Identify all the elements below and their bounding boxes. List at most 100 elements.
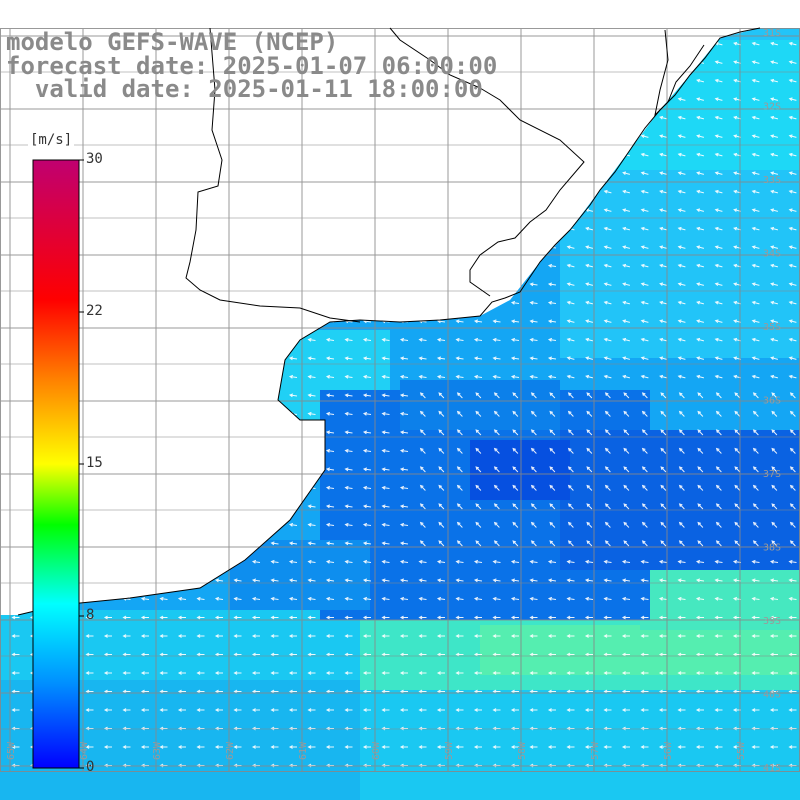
wind-arrow [584,745,593,749]
wind-arrow [270,152,279,157]
wind-arrow [549,392,556,399]
wind-arrow [640,671,649,675]
wind-arrow [677,152,686,157]
wind-arrow [177,189,187,194]
wind-arrow [530,521,537,528]
wind-arrow [788,689,797,694]
wind-arrow [769,745,778,749]
wind-arrow [381,430,390,435]
wind-arrow [567,540,574,547]
wind-arrow [473,578,483,583]
wind-arrow [547,300,557,305]
wind-arrow [288,708,297,712]
wind-arrow [510,152,520,157]
wind-arrow [270,467,279,472]
wind-arrow [641,447,648,454]
wind-arrow [362,430,372,435]
wind-arrow [456,503,463,510]
wind-arrow [456,447,463,454]
wind-arrow [788,60,797,65]
wind-arrow [621,671,630,675]
wind-arrow [715,540,722,547]
wind-arrow [196,467,205,472]
wind-arrow [307,152,316,157]
wind-arrow [603,671,612,675]
wind-arrow [251,522,261,527]
wind-arrow [770,189,779,194]
wind-arrow [122,115,131,120]
wind-arrow [140,337,150,342]
wind-arrow [11,559,20,564]
wind-arrow [436,171,446,176]
wind-arrow [659,282,668,287]
wind-arrow [270,171,279,176]
wind-arrow [438,484,445,491]
wind-arrow [695,689,704,694]
wind-arrow [622,78,631,83]
wind-arrow [307,300,316,305]
wind-arrow [510,615,519,620]
wind-arrow [622,115,631,120]
wind-arrow [622,134,631,139]
wind-arrow [547,226,557,231]
wind-arrow [362,134,372,139]
wind-arrow [11,115,20,120]
wind-arrow [696,97,705,102]
wind-arrow [640,152,649,157]
wind-arrow [325,541,335,546]
wind-arrow [530,447,537,454]
wind-arrow [473,319,483,324]
wind-arrow [196,708,205,712]
wind-arrow [714,634,723,638]
wind-arrow [307,115,316,120]
wind-arrow [307,171,316,176]
wind-arrow [770,152,779,157]
wind-arrow [177,208,187,213]
wind-arrow [677,41,686,46]
wind-arrow [492,263,501,268]
wind-arrow [678,429,685,436]
wind-arrow [325,115,335,120]
wind-arrow [696,171,705,176]
wind-arrow [455,671,464,675]
wind-arrow [530,410,537,417]
wind-arrow [122,745,131,749]
wind-arrow [677,226,686,231]
wind-arrow [658,596,668,601]
colorbar [32,159,80,769]
wind-arrow [640,337,649,342]
wind-arrow [512,466,519,473]
wind-arrow [492,115,501,120]
wind-arrow [288,115,298,120]
wind-arrow [288,374,298,379]
wind-arrow [751,189,760,194]
wind-arrow [251,282,261,287]
wind-arrow [436,578,446,583]
wind-arrow [122,504,131,509]
wind-arrow [381,411,390,416]
wind-arrow [159,226,168,231]
wind-arrow [85,430,94,435]
wind-arrow [140,615,149,620]
wind-arrow [492,559,501,564]
wind-arrow [530,429,537,436]
longitude-label: 65W [6,741,17,760]
wind-arrow [622,282,631,287]
wind-arrow [233,522,242,527]
wind-arrow [492,41,501,46]
wind-arrow [566,745,575,749]
wind-arrow [418,152,427,157]
wind-arrow [399,189,409,194]
coastline [17,27,761,616]
wind-arrow [103,522,113,527]
wind-arrow [529,634,538,638]
wind-arrow [492,337,501,342]
latitude-labels: 31S 32S 33S 34S 35S 36S 37S 38S 39S 40S 41S [763,28,781,774]
wind-arrow [714,245,723,250]
wind-arrow [549,503,556,510]
wind-arrow [547,356,557,361]
wind-arrow [11,393,20,398]
wind-arrow [177,522,187,527]
wind-arrow [677,708,686,712]
wind-arrow [233,171,242,176]
